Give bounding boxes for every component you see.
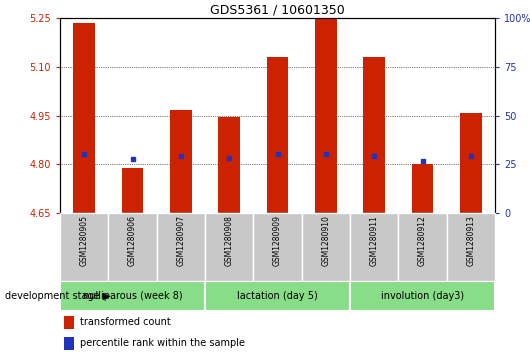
Text: GSM1280912: GSM1280912: [418, 215, 427, 266]
Bar: [460, 113, 482, 213]
Bar: [108, 213, 157, 281]
Text: transformed count: transformed count: [81, 317, 171, 327]
Bar: [412, 164, 434, 213]
Bar: [267, 57, 288, 213]
Text: GSM1280910: GSM1280910: [321, 215, 330, 266]
Bar: [60, 213, 108, 281]
Text: GSM1280907: GSM1280907: [176, 215, 186, 266]
Text: GSM1280909: GSM1280909: [273, 215, 282, 266]
Bar: [253, 213, 302, 281]
Bar: [447, 213, 495, 281]
Bar: [73, 23, 95, 213]
Title: GDS5361 / 10601350: GDS5361 / 10601350: [210, 4, 345, 17]
Bar: [205, 281, 350, 311]
Text: GSM1280913: GSM1280913: [466, 215, 475, 266]
Bar: [350, 281, 495, 311]
Bar: [170, 110, 192, 213]
Bar: [64, 316, 74, 329]
Text: GSM1280906: GSM1280906: [128, 215, 137, 266]
Text: GSM1280905: GSM1280905: [80, 215, 89, 266]
Bar: [350, 213, 399, 281]
Bar: [60, 281, 205, 311]
Bar: [302, 213, 350, 281]
Text: nulliparous (week 8): nulliparous (week 8): [83, 291, 182, 301]
Text: development stage ▶: development stage ▶: [5, 291, 111, 301]
Text: GSM1280911: GSM1280911: [369, 215, 378, 266]
Bar: [64, 337, 74, 350]
Bar: [121, 167, 144, 213]
Bar: [399, 213, 447, 281]
Bar: [157, 213, 205, 281]
Bar: [363, 57, 385, 213]
Bar: [315, 18, 337, 213]
Text: lactation (day 5): lactation (day 5): [237, 291, 318, 301]
Bar: [218, 117, 240, 213]
Text: GSM1280908: GSM1280908: [225, 215, 234, 266]
Text: percentile rank within the sample: percentile rank within the sample: [81, 338, 245, 348]
Bar: [205, 213, 253, 281]
Text: involution (day3): involution (day3): [381, 291, 464, 301]
